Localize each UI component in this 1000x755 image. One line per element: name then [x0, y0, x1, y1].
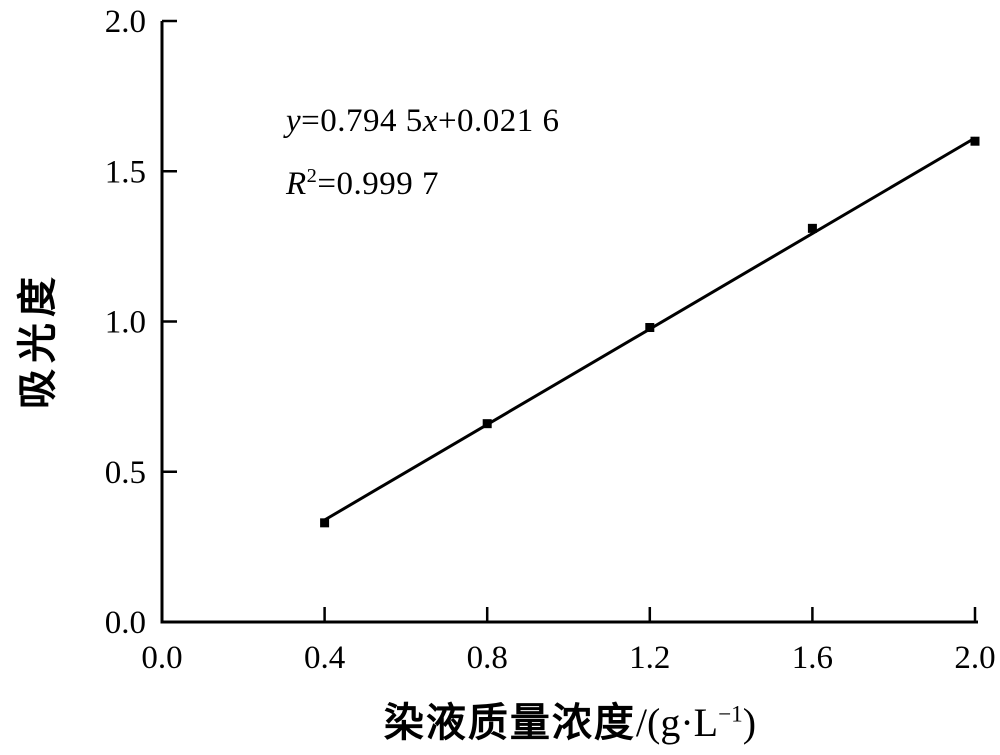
data-point-marker	[970, 136, 980, 146]
x-tick-label: 1.6	[792, 640, 833, 676]
data-point-marker	[645, 323, 655, 333]
equation-y-variable: y	[286, 103, 302, 139]
y-axis-title: 吸光度	[15, 271, 60, 409]
x-tick-label: 0.4	[304, 640, 345, 676]
y-tick-label: 0.5	[105, 455, 146, 491]
x-axis-unit: /(g·L−1)	[635, 700, 757, 745]
x-tick-label: 0.0	[141, 640, 182, 676]
r-value: =0.999 7	[317, 166, 440, 202]
x-axis-title: 染液质量浓度/(g·L−1)	[162, 690, 978, 748]
y-tick-label: 0.0	[105, 605, 146, 641]
data-point-marker	[482, 419, 492, 429]
y-tick-label: 1.5	[105, 154, 146, 190]
r-exponent: 2	[306, 165, 318, 187]
r-squared-annotation: R2=0.999 7	[286, 166, 439, 203]
data-point-marker	[807, 223, 817, 233]
x-tick-label: 0.8	[467, 640, 508, 676]
x-tick-label: 1.2	[629, 640, 670, 676]
data-point-marker	[320, 518, 330, 528]
x-axis-title-text: 染液质量浓度	[383, 700, 636, 745]
x-axis-unit-exponent: −1	[718, 701, 743, 728]
y-tick-label: 2.0	[105, 4, 146, 40]
equation-x-variable: x	[422, 103, 438, 139]
equation-intercept: +0.021 6	[437, 103, 560, 139]
y-tick-label: 1.0	[105, 305, 146, 341]
fit-equation: y=0.794 5x+0.021 6	[286, 103, 560, 140]
r-variable: R	[286, 166, 307, 202]
equation-slope: =0.794 5	[301, 103, 423, 139]
x-tick-label: 2.0	[954, 640, 995, 676]
